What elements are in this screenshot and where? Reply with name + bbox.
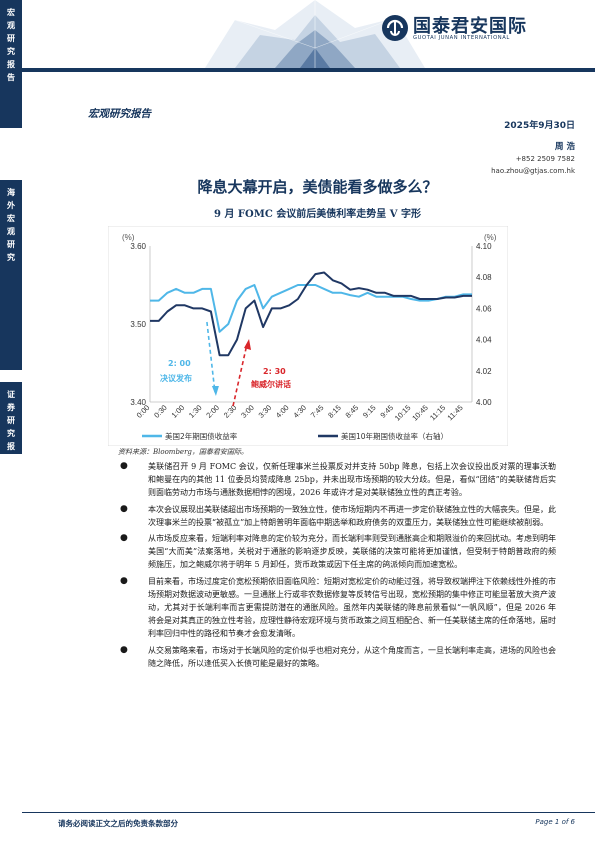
annotation-arrowhead-powell <box>244 339 252 350</box>
sidebar-char: 观 <box>7 226 15 236</box>
bullet-dot-icon: ● <box>120 461 128 471</box>
sidebar-char: 研 <box>7 239 15 249</box>
right-tick-label: 4.02 <box>476 367 492 376</box>
annotation-time-decision: 2: 00 <box>168 359 191 368</box>
sidebar-char: 观 <box>7 20 15 30</box>
right-tick-label: 4.00 <box>476 398 492 407</box>
author-phone: +852 2509 7582 <box>515 155 575 163</box>
bullet-dot-icon: ● <box>120 575 128 586</box>
sidebar-char: 究 <box>7 428 15 438</box>
sidebar-char: 报 <box>7 59 15 69</box>
sidebar-char: 告 <box>7 72 15 82</box>
left-tick-label: 3.50 <box>130 320 146 329</box>
bullet-text: 从交易策略来看，市场对于长端风险的定价似乎也相对充分，从这个角度而言，一旦长端利… <box>148 645 556 668</box>
bullet-item: ● 目前来看，市场过度定价宽松预期依旧面临风险：短期对宽松定价的动能过强，将导致权… <box>120 575 556 641</box>
sidebar-char: 告 <box>7 454 15 464</box>
annotation-arrow-decision <box>206 321 216 393</box>
bullet-item: ● 本次会议展现出美联储超出市场预期的一致独立性，使市场短期内不再进一步定价联储独… <box>120 503 556 529</box>
right-tick-label: 4.04 <box>476 336 492 345</box>
author-email[interactable]: hao.zhou@gtjas.com.hk <box>491 167 575 175</box>
sidebar-char: 外 <box>7 200 15 210</box>
annotation-text-powell: 鲍威尔讲话 <box>251 379 291 389</box>
logo-text-cn: 国泰君安国际 <box>413 16 527 37</box>
series-line-2y <box>150 284 472 333</box>
chart-source: 资料来源：Bloomberg，国泰君安国际。 <box>118 448 248 456</box>
crystal-decoration-icon <box>205 0 425 68</box>
bullet-item: ● 从交易策略来看，市场对于长端风险的定价似乎也相对充分，从这个角度而言，一旦长端… <box>120 644 556 670</box>
sidebar-char: 宏 <box>7 7 15 17</box>
author-name: 周 浩 <box>555 142 575 152</box>
sidebar-char: 海 <box>7 187 15 197</box>
annotation-arrow-powell <box>232 343 248 407</box>
yield-chart: (%) (%) 3.40 3.50 3.60 4.00 4.02 4.04 4.06 4.0… <box>108 226 508 446</box>
left-tick-label: 3.60 <box>130 242 146 251</box>
bullet-text: 美联储召开 9 月 FOMC 会议，仅新任理事米兰投票反对并支持 50bp 降息… <box>148 462 556 498</box>
annotation-text-decision: 决议发布 <box>160 373 192 383</box>
report-date: 2025年9月30日 <box>504 121 575 131</box>
chart-frame <box>108 226 508 446</box>
footer-divider <box>22 812 595 813</box>
bullet-dot-icon: ● <box>120 644 128 655</box>
legend-label-10y: 美国10年期国债收益率（右轴） <box>341 431 448 441</box>
company-logo: 国泰君安国际 GUOTAI JUNAN INTERNATIONAL <box>381 12 581 48</box>
bullet-item: ● 从市场反应来看，短端利率对降息的定价较为充分，而长端利率则受到通胀高企和期限溢… <box>120 532 556 572</box>
sidebar-label-macro-report: 宏 观 研 究 报 告 <box>0 0 22 128</box>
bullet-text: 从市场反应来看，短端利率对降息的定价较为充分，而长端利率则受到通胀高企和期限溢价… <box>148 534 556 570</box>
sidebar-label-securities-report: 证 券 研 究 报 告 <box>0 382 22 464</box>
company-logo-icon <box>382 15 408 41</box>
sidebar-char: 证 <box>7 389 15 399</box>
legend-label-2y: 美国2年期国债收益率 <box>165 431 238 441</box>
yield-chart-svg: (%) (%) 3.40 3.50 3.60 4.00 4.02 4.04 4.06 4.0… <box>108 226 508 446</box>
left-axis-label: (%) <box>122 233 135 242</box>
bullet-text: 本次会议展现出美联储超出市场预期的一致独立性，使市场短期内不再进一步定价联储独立… <box>148 504 556 527</box>
report-type: 宏观研究报告 <box>88 108 151 120</box>
bullet-dot-icon: ● <box>120 503 128 514</box>
page-number: Page 1 of 6 <box>535 818 575 826</box>
right-tick-label: 4.06 <box>476 304 492 313</box>
right-tick-label: 4.08 <box>476 273 492 282</box>
summary-bullets: ● 美联储召开 9 月 FOMC 会议，仅新任理事米兰投票反对并支持 50bp 降… <box>120 460 556 673</box>
right-tick-label: 4.10 <box>476 242 492 251</box>
sidebar-char: 券 <box>7 402 15 412</box>
sidebar-char: 究 <box>7 46 15 56</box>
left-tick-label: 3.40 <box>130 398 146 407</box>
annotation-time-powell: 2: 30 <box>263 367 286 376</box>
footer-disclaimer[interactable]: 请务必阅读正文之后的免责条款部分 <box>58 819 178 828</box>
bullet-item: ● 美联储召开 9 月 FOMC 会议，仅新任理事米兰投票反对并支持 50bp 降… <box>120 460 556 500</box>
left-sidebar: 宏 观 研 究 报 告 海 外 宏 观 研 究 证 券 研 究 报 告 <box>0 0 22 842</box>
sidebar-char: 报 <box>7 441 15 451</box>
series-line-10y <box>150 271 472 357</box>
sidebar-label-overseas-macro: 海 外 宏 观 研 究 <box>0 180 22 370</box>
bullet-dot-icon: ● <box>120 533 128 544</box>
logo-text-en: GUOTAI JUNAN INTERNATIONAL <box>413 35 510 41</box>
right-axis-label: (%) <box>484 233 497 242</box>
annotation-arrowhead-decision <box>211 386 219 396</box>
sidebar-char: 研 <box>7 415 15 425</box>
sidebar-char: 究 <box>7 252 15 262</box>
bullet-text: 目前来看，市场过度定价宽松预期依旧面临风险：短期对宽松定价的动能过强，将导致权端… <box>148 576 556 639</box>
page-title: 降息大幕开启，美债能看多做多么？ <box>197 178 438 196</box>
header-divider <box>22 68 595 72</box>
chart-title: 9 月 FOMC 会议前后美债利率走势呈 V 字形 <box>214 209 421 220</box>
sidebar-char: 宏 <box>7 213 15 223</box>
sidebar-char: 研 <box>7 33 15 43</box>
